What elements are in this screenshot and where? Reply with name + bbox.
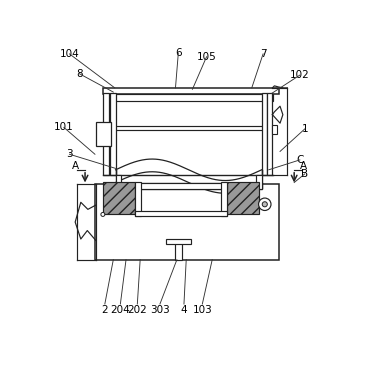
- Text: 4: 4: [181, 305, 187, 315]
- Bar: [135, 182, 227, 189]
- Text: 1: 1: [302, 124, 308, 134]
- Text: 102: 102: [290, 70, 310, 80]
- Bar: [262, 94, 267, 175]
- Bar: [96, 122, 111, 146]
- Text: 202: 202: [128, 305, 147, 315]
- Bar: [135, 211, 227, 217]
- Bar: [256, 175, 262, 189]
- Bar: [103, 88, 279, 94]
- Bar: [176, 240, 182, 260]
- Bar: [227, 182, 259, 214]
- Bar: [95, 184, 279, 260]
- Text: C: C: [296, 155, 304, 165]
- Text: 101: 101: [54, 123, 74, 132]
- Text: 8: 8: [76, 69, 83, 79]
- Bar: [103, 94, 109, 175]
- Bar: [221, 182, 227, 217]
- Bar: [115, 182, 262, 189]
- Bar: [103, 182, 135, 214]
- Circle shape: [101, 212, 105, 217]
- Text: 105: 105: [197, 52, 216, 62]
- Text: 2: 2: [101, 305, 108, 315]
- Text: 104: 104: [60, 49, 79, 59]
- Bar: [135, 182, 141, 217]
- Text: 6: 6: [175, 48, 182, 58]
- Text: A: A: [72, 160, 79, 171]
- Text: A: A: [299, 160, 307, 171]
- Text: 7: 7: [260, 49, 266, 59]
- Bar: [112, 94, 273, 101]
- Bar: [272, 124, 277, 134]
- Bar: [267, 94, 272, 175]
- Text: 204: 204: [110, 305, 130, 315]
- Circle shape: [262, 202, 267, 207]
- Text: B: B: [301, 169, 308, 179]
- Circle shape: [259, 198, 271, 211]
- Bar: [166, 239, 191, 244]
- Text: 3: 3: [66, 149, 73, 159]
- Bar: [115, 175, 121, 189]
- Bar: [110, 94, 115, 175]
- Text: 303: 303: [150, 305, 170, 315]
- Text: 103: 103: [192, 305, 212, 315]
- Bar: [112, 126, 273, 130]
